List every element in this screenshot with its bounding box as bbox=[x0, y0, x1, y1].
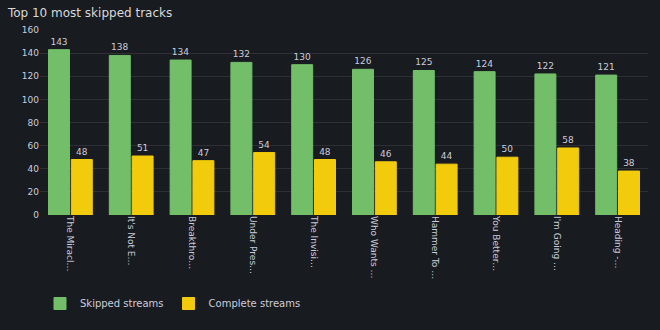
svg-text:44: 44 bbox=[441, 151, 453, 161]
svg-text:Skipped streams: Skipped streams bbox=[80, 298, 164, 309]
svg-text:The Invisi…: The Invisi… bbox=[309, 215, 319, 268]
svg-text:47: 47 bbox=[198, 148, 209, 158]
svg-text:48: 48 bbox=[319, 147, 331, 157]
svg-text:51: 51 bbox=[137, 143, 148, 153]
svg-text:124: 124 bbox=[476, 59, 493, 69]
svg-text:You Better…: You Better… bbox=[491, 215, 501, 271]
svg-text:Under Pres…: Under Pres… bbox=[248, 216, 258, 274]
svg-text:126: 126 bbox=[354, 56, 371, 66]
svg-text:160: 160 bbox=[22, 25, 39, 35]
svg-text:121: 121 bbox=[598, 62, 615, 72]
svg-text:Who Wants …: Who Wants … bbox=[369, 216, 379, 279]
svg-text:60: 60 bbox=[28, 141, 40, 151]
svg-text:I'm Going …: I'm Going … bbox=[552, 216, 562, 271]
svg-text:50: 50 bbox=[502, 144, 514, 154]
svg-text:138: 138 bbox=[111, 42, 128, 52]
svg-text:46: 46 bbox=[380, 149, 392, 159]
svg-text:140: 140 bbox=[22, 48, 39, 58]
svg-text:100: 100 bbox=[22, 95, 39, 105]
svg-text:40: 40 bbox=[28, 164, 40, 174]
svg-text:Breakthro…: Breakthro… bbox=[187, 216, 197, 269]
svg-text:132: 132 bbox=[233, 49, 250, 59]
svg-text:Heading -…: Heading -… bbox=[613, 216, 623, 269]
svg-text:120: 120 bbox=[22, 71, 39, 81]
svg-text:134: 134 bbox=[172, 47, 189, 57]
svg-text:20: 20 bbox=[28, 187, 40, 197]
svg-text:0: 0 bbox=[33, 210, 39, 220]
svg-text:54: 54 bbox=[258, 140, 270, 150]
svg-text:143: 143 bbox=[50, 37, 67, 47]
svg-text:48: 48 bbox=[76, 147, 88, 157]
svg-text:58: 58 bbox=[562, 135, 574, 145]
svg-text:Top 10 most skipped tracks: Top 10 most skipped tracks bbox=[7, 6, 172, 20]
svg-text:80: 80 bbox=[28, 118, 40, 128]
svg-text:Complete streams: Complete streams bbox=[209, 298, 301, 309]
svg-text:Hammer To …: Hammer To … bbox=[430, 216, 440, 279]
svg-text:It's Not E…: It's Not E… bbox=[126, 216, 136, 266]
svg-text:130: 130 bbox=[293, 52, 310, 62]
svg-text:38: 38 bbox=[623, 158, 635, 168]
svg-text:125: 125 bbox=[415, 57, 432, 67]
svg-text:122: 122 bbox=[537, 61, 554, 71]
svg-text:The Miracl…: The Miracl… bbox=[65, 215, 75, 272]
